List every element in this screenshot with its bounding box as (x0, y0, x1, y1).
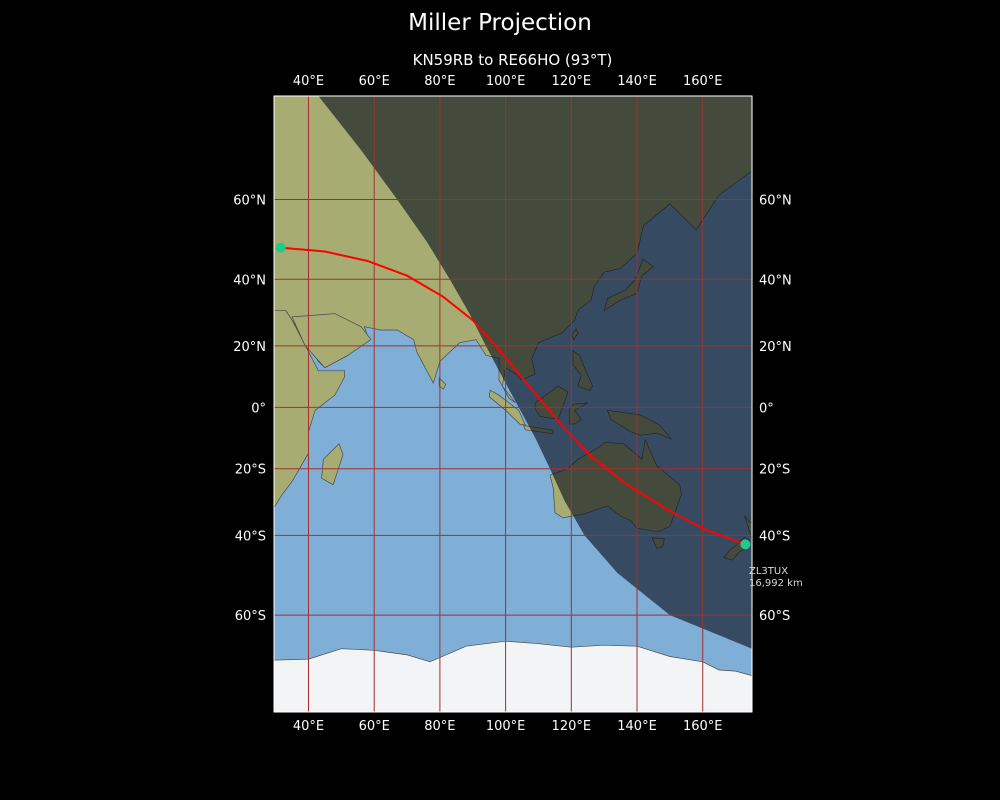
great-circle-path (280, 246, 746, 546)
lat-tick-label-right: 60°N (759, 194, 792, 209)
lon-tick-label-top: 60°E (359, 74, 390, 89)
lat-tick-label-right: 20°S (759, 463, 790, 478)
africa-landmass (274, 309, 345, 509)
sri-lanka-landmass (438, 376, 447, 390)
lat-tick-label-left: 40°S (235, 529, 266, 544)
lon-tick-label-bottom: 60°E (359, 719, 390, 734)
graticule (274, 96, 752, 712)
lon-tick-label-top: 120°E (552, 74, 592, 89)
lat-tick-label-left: 60°N (233, 194, 266, 209)
axis-tick-labels: 40°E 40°E 60°E 60°E 80°E 80°E 100°E 100°E 120°E 1… (233, 74, 792, 734)
lon-tick-label-bottom: 40°E (293, 719, 324, 734)
destination-distance: 16,992 km (749, 578, 803, 589)
lat-tick-label-left: 20°S (235, 463, 266, 478)
destination-station-marker[interactable] (740, 539, 751, 550)
lon-tick-label-top: 140°E (617, 74, 657, 89)
lon-tick-label-top: 160°E (683, 74, 723, 89)
lat-tick-label-left: 20°N (233, 340, 266, 355)
destination-callsign: ZL3TUX (749, 566, 788, 577)
lon-tick-label-bottom: 100°E (486, 719, 526, 734)
lon-tick-label-bottom: 160°E (683, 719, 723, 734)
lat-tick-label-right: 40°S (759, 529, 790, 544)
lon-tick-label-bottom: 80°E (424, 719, 455, 734)
map-subtitle: KN59RB to RE66HO (93°T) (412, 51, 613, 69)
lon-tick-label-bottom: 120°E (552, 719, 592, 734)
madagascar-landmass (321, 443, 344, 486)
antarctica-icesheet (274, 640, 752, 712)
lat-tick-label-left: 40°N (233, 273, 266, 288)
lat-tick-label-left: 0° (251, 401, 266, 416)
lon-tick-label-top: 100°E (486, 74, 526, 89)
lat-tick-label-right: 20°N (759, 340, 792, 355)
lat-tick-label-right: 40°N (759, 273, 792, 288)
night-terminator-shade (318, 96, 752, 649)
lat-tick-label-right: 0° (759, 401, 774, 416)
lon-tick-label-bottom: 140°E (617, 719, 657, 734)
lat-tick-label-left: 60°S (235, 609, 266, 624)
origin-station-marker[interactable] (275, 242, 286, 253)
lon-tick-label-top: 40°E (293, 74, 324, 89)
lon-tick-label-top: 80°E (424, 74, 455, 89)
lat-tick-label-right: 60°S (759, 609, 790, 624)
map-title: Miller Projection (408, 10, 592, 36)
map-frame (273, 95, 753, 713)
